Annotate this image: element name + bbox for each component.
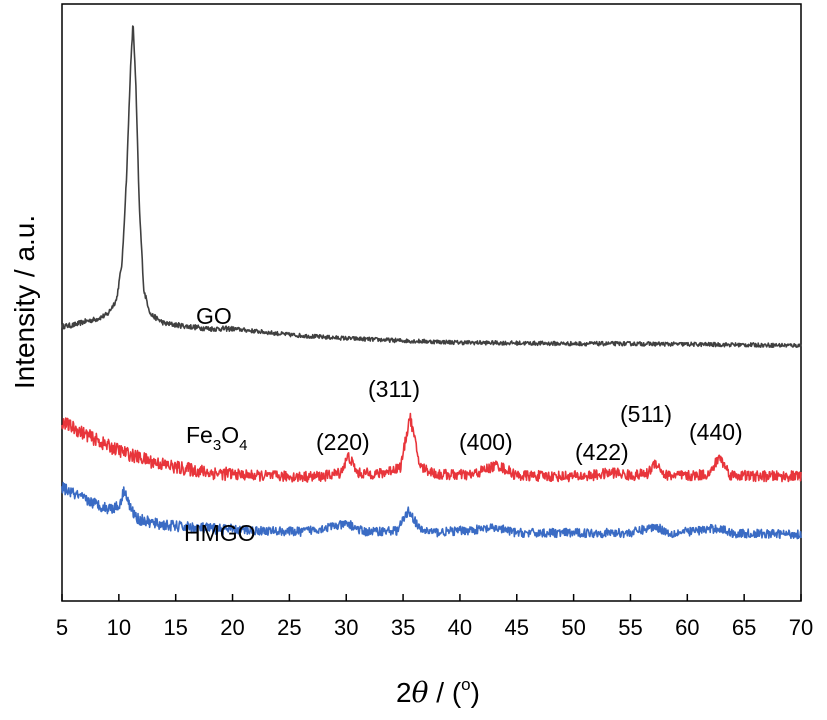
x-tick-label-55: 55 bbox=[618, 615, 642, 640]
x-title-unit-open: / ( bbox=[428, 677, 461, 708]
fe3o4-label-sub4: 4 bbox=[239, 437, 247, 454]
series-label-go: GO bbox=[196, 303, 232, 329]
peak-label-440: (440) bbox=[689, 419, 743, 445]
x-tick-label-30: 30 bbox=[334, 615, 358, 640]
fe3o4-label-fe: Fe bbox=[186, 422, 213, 448]
peak-label-311: (311) bbox=[368, 376, 420, 402]
peak-label-400: (400) bbox=[459, 429, 513, 455]
series-label-hmgo: HMGO bbox=[184, 520, 256, 546]
x-axis-title: 2θ / (o) bbox=[396, 675, 480, 709]
x-tick-label-50: 50 bbox=[561, 615, 585, 640]
plot-frame bbox=[61, 3, 802, 602]
fe3o4-label-o: O bbox=[221, 422, 239, 448]
x-title-degree: o bbox=[461, 675, 470, 694]
x-tick-label-45: 45 bbox=[505, 615, 529, 640]
x-tick-label-5: 5 bbox=[56, 615, 68, 640]
series-label-fe3o4: Fe3O4 bbox=[186, 422, 247, 454]
peak-label-220: (220) bbox=[316, 429, 370, 455]
series-line-go bbox=[61, 25, 802, 349]
x-tick-label-60: 60 bbox=[675, 615, 699, 640]
x-title-two: 2 bbox=[396, 677, 412, 708]
x-tick-label-40: 40 bbox=[448, 615, 472, 640]
y-axis-title: Intensity / a.u. bbox=[9, 215, 40, 389]
plot-area-border bbox=[61, 3, 802, 602]
x-axis-ticks: 5 10 15 20 25 30 35 40 45 50 55 60 65 70 bbox=[56, 594, 813, 640]
x-tick-label-25: 25 bbox=[277, 615, 301, 640]
peak-annotations: (220) (311) (400) (422) (511) (440) bbox=[316, 376, 743, 465]
x-tick-label-20: 20 bbox=[220, 615, 244, 640]
fe3o4-label-sub3: 3 bbox=[213, 437, 221, 454]
series-line-fe3o4 bbox=[61, 412, 802, 483]
peak-label-511: (511) bbox=[620, 401, 672, 427]
series-labels: GO Fe3O4 HMGO bbox=[184, 303, 256, 546]
peak-label-422: (422) bbox=[575, 439, 629, 465]
x-title-theta: θ bbox=[412, 676, 429, 709]
x-tick-label-15: 15 bbox=[163, 615, 187, 640]
series-layer bbox=[61, 25, 802, 540]
x-tick-label-35: 35 bbox=[391, 615, 415, 640]
x-tick-label-65: 65 bbox=[732, 615, 756, 640]
x-tick-label-70: 70 bbox=[789, 615, 813, 640]
series-line-hmgo bbox=[61, 481, 802, 540]
x-tick-label-10: 10 bbox=[107, 615, 131, 640]
x-title-unit-close: ) bbox=[471, 677, 480, 708]
